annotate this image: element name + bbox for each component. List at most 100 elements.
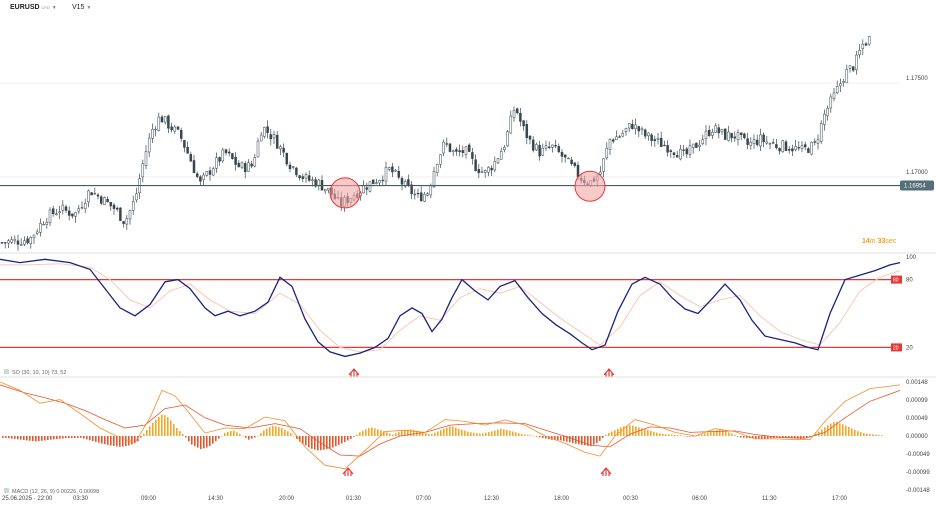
macd-histogram-bar	[86, 436, 88, 440]
macd-histogram-bar	[341, 436, 343, 444]
macd-histogram-bar	[107, 436, 109, 445]
macd-histogram-bar	[458, 428, 460, 436]
macd-histogram-bar	[419, 431, 421, 436]
candle-body	[839, 83, 842, 87]
candle-body	[16, 240, 20, 245]
time-axis-label: 12:30	[484, 496, 500, 502]
macd-histogram-bar	[509, 430, 511, 436]
candle-body	[144, 151, 148, 166]
macd-line	[0, 381, 901, 470]
macd-histogram-bar	[521, 433, 523, 436]
macd-histogram-bar	[308, 436, 310, 448]
macd-histogram-bar	[119, 436, 121, 447]
time-axis-label: 09:00	[141, 496, 157, 502]
candle-body	[381, 179, 385, 182]
macd-histogram-bar	[674, 434, 676, 436]
candle-body	[439, 154, 442, 165]
candle-body	[560, 151, 564, 157]
candle-body	[855, 54, 858, 71]
macd-histogram-bar	[299, 436, 301, 442]
candle-body	[151, 129, 154, 139]
macd-histogram-bar	[440, 430, 442, 436]
candle-body	[307, 175, 311, 181]
timer-seconds: 33	[877, 238, 886, 245]
candle-body	[163, 116, 167, 123]
candle-body	[765, 141, 769, 144]
candle-body	[125, 218, 129, 225]
candle-body	[650, 134, 653, 141]
candle-body	[224, 149, 228, 154]
time-axis-label: 11:30	[762, 496, 777, 502]
timeframe-selector[interactable]: V15 ▼	[72, 4, 91, 11]
macd-histogram-bar	[197, 436, 199, 448]
macd-histogram-bar	[251, 436, 253, 439]
macd-histogram-bar	[482, 433, 484, 436]
macd-histogram-bar	[311, 436, 313, 449]
macd-histogram-bar	[767, 436, 769, 439]
macd-histogram-bar	[344, 436, 346, 442]
candle-body	[19, 244, 23, 246]
macd-histogram-bar	[656, 432, 658, 436]
candle-body	[231, 153, 234, 159]
macd-histogram-bar	[239, 433, 241, 436]
macd-histogram-bar	[23, 436, 25, 441]
indicator-settings-icon[interactable]	[4, 488, 9, 493]
y-tick-label: 0.00148	[906, 380, 928, 386]
candle-body	[519, 112, 522, 122]
candle-body	[269, 134, 273, 140]
candle-body	[474, 159, 477, 171]
candle-body	[746, 138, 749, 145]
macd-histogram-bar	[122, 436, 124, 447]
candle-body	[723, 128, 727, 140]
macd-histogram-bar	[254, 436, 256, 438]
candle-body	[13, 238, 17, 242]
candle-body	[327, 187, 330, 191]
macd-histogram-bar	[374, 428, 376, 436]
macd-histogram-bar	[218, 436, 220, 439]
candle-body	[160, 116, 164, 123]
candle-body	[448, 143, 452, 152]
time-axis: 25.06.2025 · 22:00 03:30 09:00 14:30 20:00 01…	[2, 496, 848, 502]
macd-histogram-bar	[83, 436, 85, 439]
macd-histogram-bar	[755, 436, 757, 439]
macd-histogram-bar	[89, 436, 91, 441]
candle-body	[663, 144, 666, 147]
macd-histogram-bar	[212, 436, 214, 444]
macd-histogram-bar	[194, 436, 196, 447]
candle-body	[179, 130, 183, 139]
indicator-settings-icon[interactable]	[4, 369, 9, 374]
macd-histogram-bar	[671, 434, 673, 436]
candle-body	[74, 212, 77, 217]
candle-body	[135, 193, 138, 201]
candle-body	[170, 126, 173, 131]
macd-histogram-bar	[638, 427, 640, 436]
symbol-selector[interactable]: EURUSD CFD ▼	[10, 4, 57, 11]
macd-histogram-bar	[176, 427, 178, 436]
candle-body	[714, 125, 717, 133]
macd-histogram-bar	[653, 431, 655, 436]
macd-histogram-bar	[881, 435, 883, 436]
candle-body	[80, 207, 84, 209]
candle-body	[522, 120, 525, 127]
current-price-badge	[900, 180, 934, 191]
candle-body	[464, 146, 468, 155]
candle-body	[864, 43, 868, 46]
macd-histogram-bar	[326, 436, 328, 450]
macd-histogram-bar	[329, 436, 331, 449]
macd-histogram-bar	[446, 427, 448, 436]
macd-histogram-bar	[659, 433, 661, 436]
candle-body	[131, 201, 135, 211]
candle-body	[781, 140, 785, 153]
macd-histogram-bar	[572, 436, 574, 444]
level-badge	[891, 275, 902, 284]
macd-histogram-bar	[209, 436, 211, 447]
macd-histogram-bar	[263, 430, 265, 436]
candle-body	[64, 206, 68, 211]
macd-histogram-bar	[104, 436, 106, 445]
candle-body	[240, 162, 244, 168]
stochastic-pane: 100 80 20 80 20	[0, 255, 917, 377]
candle-body	[247, 162, 250, 172]
macd-histogram-bar	[872, 434, 874, 436]
candle-body	[759, 134, 762, 147]
